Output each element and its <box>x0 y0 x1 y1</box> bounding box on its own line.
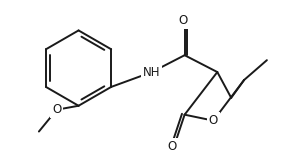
Text: NH: NH <box>143 66 161 79</box>
Text: O: O <box>52 103 61 116</box>
Text: O: O <box>167 140 176 153</box>
Text: O: O <box>209 114 218 127</box>
Text: O: O <box>178 14 187 27</box>
